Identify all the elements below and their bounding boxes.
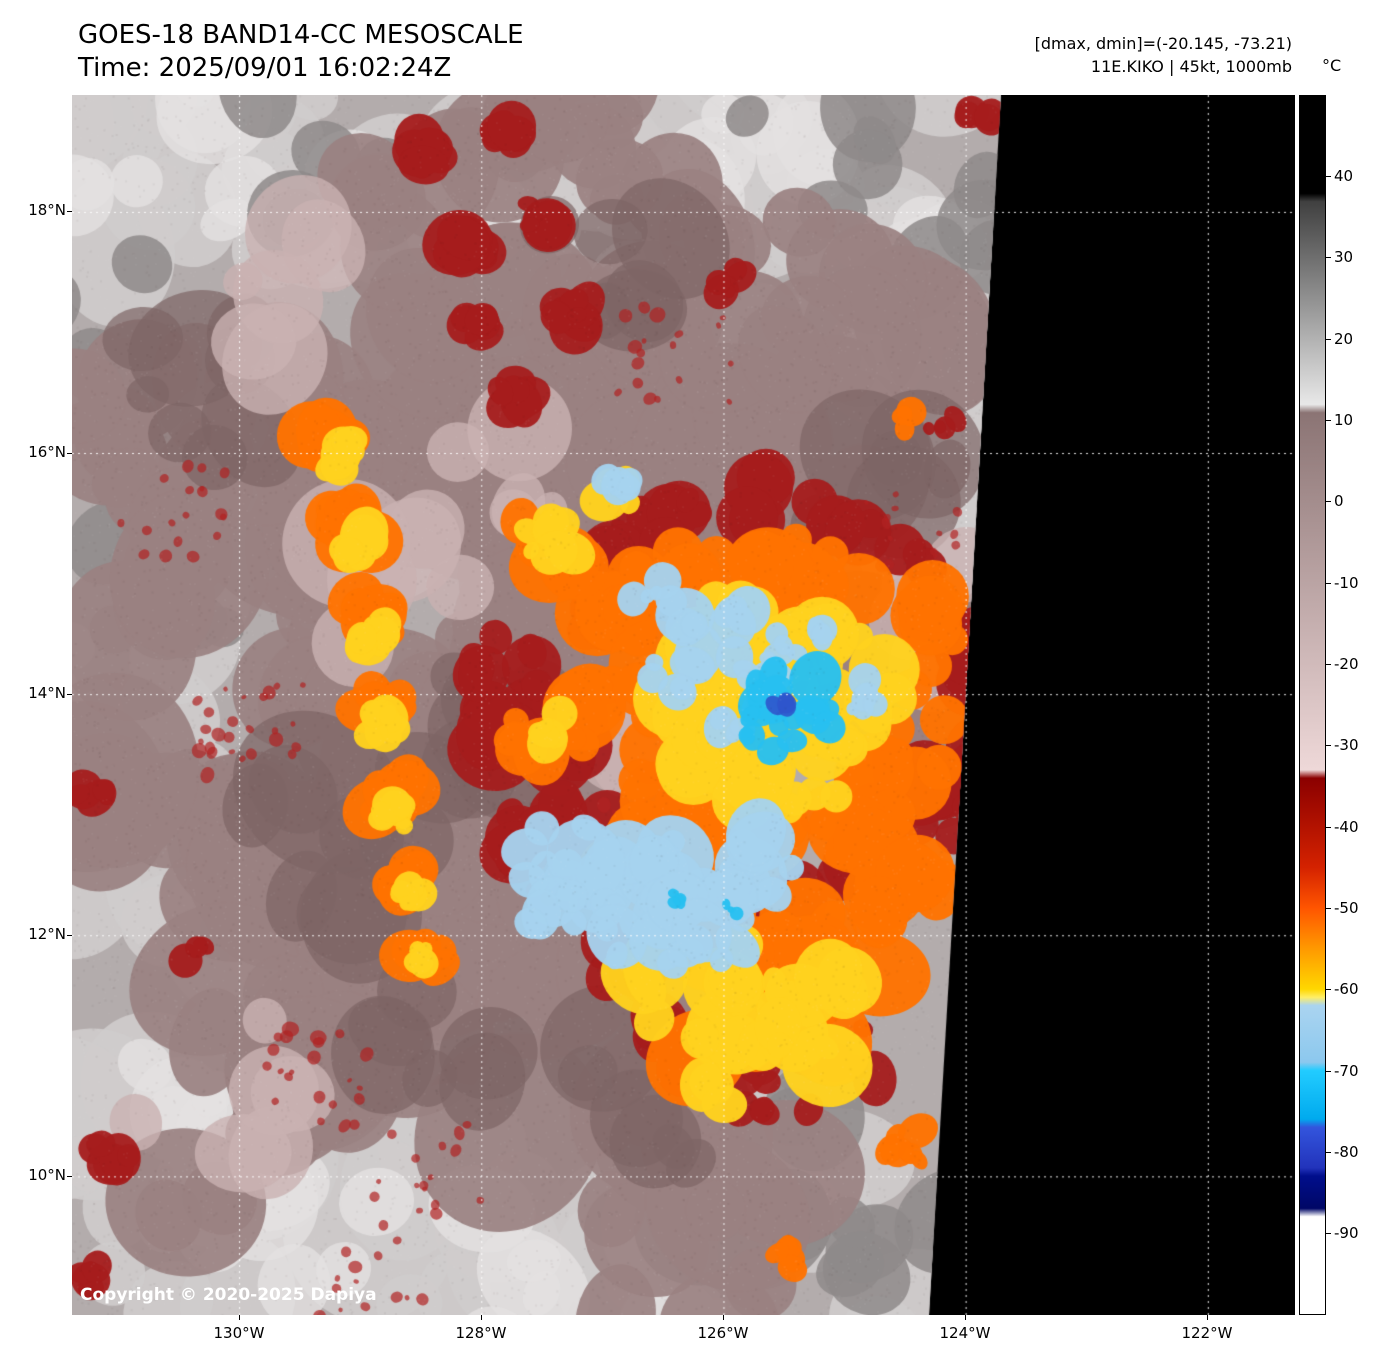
lat-tick-mark bbox=[67, 1176, 72, 1177]
colorbar-tick-label: 30 bbox=[1334, 248, 1354, 266]
colorbar-tick-mark bbox=[1326, 583, 1331, 584]
colorbar-tick-label: 40 bbox=[1334, 167, 1354, 185]
colorbar-tick-label: -80 bbox=[1334, 1143, 1359, 1161]
page-title: GOES-18 BAND14-CC MESOSCALE bbox=[78, 20, 524, 50]
lat-label-10: 10°N bbox=[28, 1166, 66, 1184]
map-plot: Copyright © 2020-2025 Dapiya bbox=[72, 95, 1295, 1315]
colorbar-tick-label: -10 bbox=[1334, 574, 1359, 592]
lon-label-124: 124°W bbox=[939, 1324, 991, 1342]
colorbar-tick-mark bbox=[1326, 989, 1331, 990]
colorbar-tick-mark bbox=[1326, 1071, 1331, 1072]
colorbar-tick-mark bbox=[1326, 908, 1331, 909]
colorbar-tick-mark bbox=[1326, 501, 1331, 502]
lat-tick-mark bbox=[67, 211, 72, 212]
satellite-imagery-canvas bbox=[72, 95, 1295, 1315]
colorbar-tick-mark bbox=[1326, 745, 1331, 746]
colorbar-tick-mark bbox=[1326, 420, 1331, 421]
colorbar-tick-label: 0 bbox=[1334, 492, 1344, 510]
lat-label-14: 14°N bbox=[28, 684, 66, 702]
colorbar-tick-label: -40 bbox=[1334, 818, 1359, 836]
colorbar-tick-mark bbox=[1326, 257, 1331, 258]
lat-label-16: 16°N bbox=[28, 443, 66, 461]
colorbar-tick-mark bbox=[1326, 339, 1331, 340]
lon-tick-mark bbox=[239, 1315, 240, 1320]
colorbar-tick-mark bbox=[1326, 827, 1331, 828]
colorbar-tick-label: -90 bbox=[1334, 1224, 1359, 1242]
colorbar-tick-label: -20 bbox=[1334, 655, 1359, 673]
colorbar bbox=[1299, 95, 1326, 1315]
colorbar-tick-label: -60 bbox=[1334, 980, 1359, 998]
lon-tick-mark bbox=[481, 1315, 482, 1320]
copyright-text: Copyright © 2020-2025 Dapiya bbox=[80, 1285, 377, 1305]
lat-label-12: 12°N bbox=[28, 925, 66, 943]
storm-info: 11E.KIKO | 45kt, 1000mb bbox=[1090, 57, 1292, 76]
colorbar-tick-label: 10 bbox=[1334, 411, 1354, 429]
colorbar-tick-label: 20 bbox=[1334, 330, 1354, 348]
lon-label-126: 126°W bbox=[697, 1324, 749, 1342]
colorbar-tick-mark bbox=[1326, 176, 1331, 177]
image-time: Time: 2025/09/01 16:02:24Z bbox=[78, 53, 452, 83]
lon-label-130: 130°W bbox=[213, 1324, 265, 1342]
lon-label-128: 128°W bbox=[455, 1324, 507, 1342]
colorbar-unit-label: °C bbox=[1322, 56, 1342, 75]
colorbar-tick-mark bbox=[1326, 1152, 1331, 1153]
colorbar-tick-label: -50 bbox=[1334, 899, 1359, 917]
lon-tick-mark bbox=[965, 1315, 966, 1320]
dmax-dmin-readout: [dmax, dmin]=(-20.145, -73.21) bbox=[1034, 34, 1292, 53]
lon-tick-mark bbox=[1207, 1315, 1208, 1320]
colorbar-tick-label: -70 bbox=[1334, 1062, 1359, 1080]
lon-tick-mark bbox=[723, 1315, 724, 1320]
header-right: [dmax, dmin]=(-20.145, -73.21) 11E.KIKO … bbox=[900, 32, 1292, 78]
lon-label-122: 122°W bbox=[1181, 1324, 1233, 1342]
lat-tick-mark bbox=[67, 453, 72, 454]
lat-label-18: 18°N bbox=[28, 201, 66, 219]
colorbar-tick-mark bbox=[1326, 664, 1331, 665]
lat-tick-mark bbox=[67, 935, 72, 936]
colorbar-tick-label: -30 bbox=[1334, 736, 1359, 754]
colorbar-tick-mark bbox=[1326, 1233, 1331, 1234]
lat-tick-mark bbox=[67, 694, 72, 695]
